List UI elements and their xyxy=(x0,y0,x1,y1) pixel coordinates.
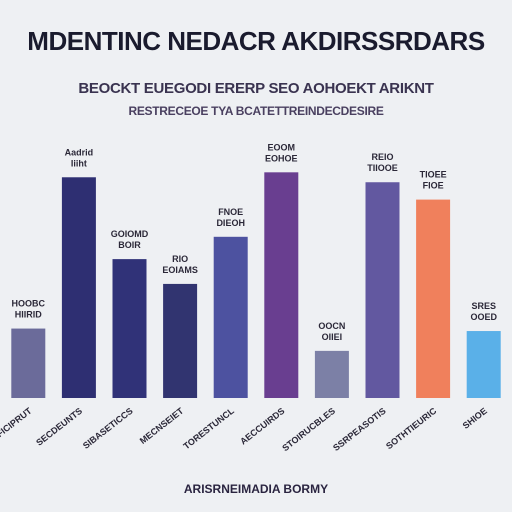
data-label-4: RIO EOIAMS xyxy=(162,254,198,275)
bar-5 xyxy=(213,236,248,398)
bar-4 xyxy=(163,283,198,398)
bar-3 xyxy=(112,259,147,398)
data-labels-layer: HOOBC HIIRID Aadrid Iiiht GOIOMD BOIR RIO EOIAM… xyxy=(12,142,498,342)
bar-2 xyxy=(61,177,96,398)
data-label-2: Aadrid Iiiht xyxy=(65,147,94,168)
bars-layer xyxy=(11,172,501,398)
data-label-9: TIOEE FIOE xyxy=(420,170,447,191)
data-label-10: SRES OOED xyxy=(470,301,497,322)
chart-title: MDENTINC NEDACR AKDIRSSRDARS xyxy=(27,26,485,56)
x-tick-label-2: SECDEUNTS xyxy=(34,406,84,448)
bar-7 xyxy=(314,350,349,398)
chart-subtitle-line2: RESTRECEOE TYA BCATETTREINDECDESIRE xyxy=(128,104,384,118)
x-tick-label-5: TORESTUNCL xyxy=(181,405,236,451)
x-tick-label-4: MECNSEIET xyxy=(138,405,186,446)
x-axis-label: ARISRNEIMADIA BORMY xyxy=(183,482,329,496)
chart-subtitle-line1: BEOCKT EUEGODI ERERP SEO AOHOEKT ARIKNT xyxy=(78,80,434,97)
data-label-6: EOOM EOHOE xyxy=(265,142,298,163)
x-tick-label-7: STOIRUCBLES xyxy=(280,406,337,453)
bar-8 xyxy=(365,182,400,398)
data-label-5: FNOE DIEOH xyxy=(216,207,245,228)
x-tick-label-8: SSRPEASOTIS xyxy=(331,406,388,453)
data-label-7: OOCN OIIEI xyxy=(318,321,345,342)
data-label-8: REIO TIIOOE xyxy=(367,152,398,173)
bar-1 xyxy=(11,328,46,398)
bar-6 xyxy=(264,172,299,398)
x-tick-label-10: SHIOE xyxy=(461,406,489,431)
x-tick-label-3: SIBASETICCS xyxy=(81,406,135,451)
bar-10 xyxy=(466,331,501,398)
x-tick-label-9: SOTHTIEURIC xyxy=(384,405,439,451)
data-label-3: GOIOMD BOIR xyxy=(111,229,149,250)
data-label-1: HOOBC HIIRID xyxy=(12,299,46,320)
x-tick-label-1: DFFICIPRUT xyxy=(0,405,34,446)
bar-9 xyxy=(416,199,451,398)
x-tick-label-6: AECCUIRDS xyxy=(238,406,286,447)
